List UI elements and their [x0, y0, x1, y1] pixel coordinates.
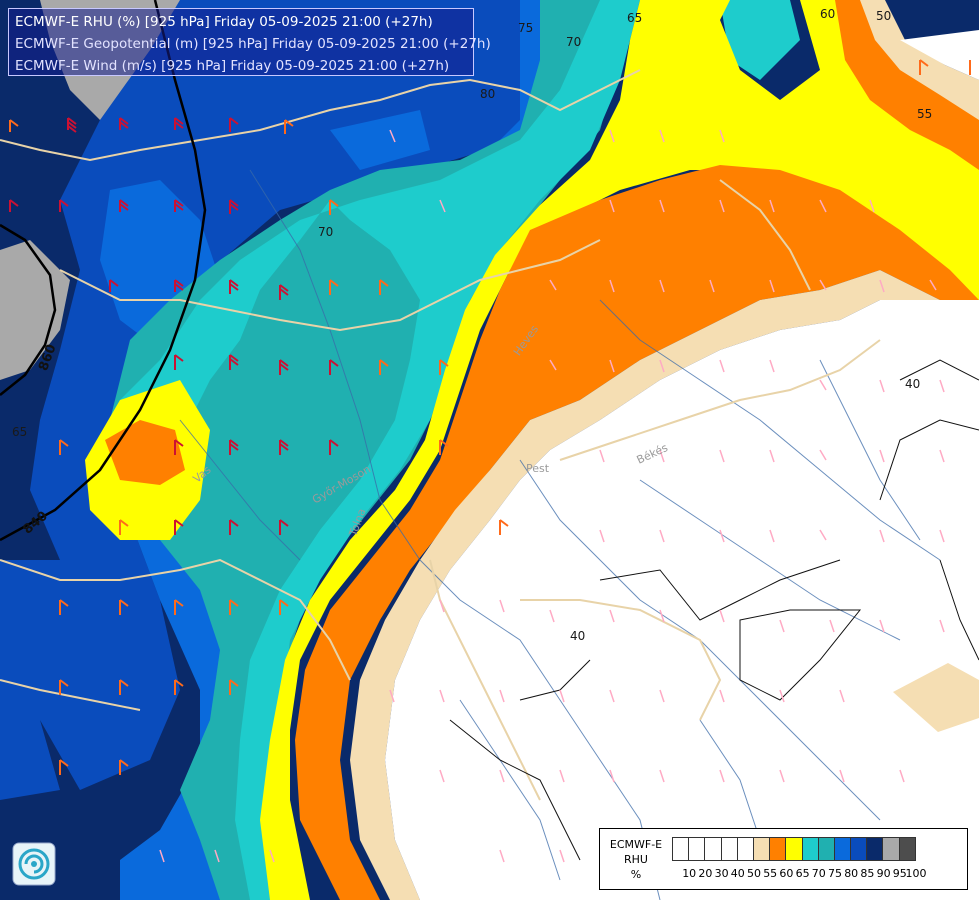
legend-tick-label: 85	[860, 867, 875, 880]
legend-tick-label: 40	[730, 867, 745, 880]
legend-tick-label: 55	[763, 867, 778, 880]
rh-band-95	[0, 240, 70, 380]
legend-tick-label: 75	[828, 867, 842, 880]
title-line-geopotential: ECMWF-E Geopotential (m) [925 hPa] Frida…	[15, 36, 491, 52]
legend-swatch	[898, 837, 916, 861]
legend-swatch	[866, 837, 884, 861]
legend-tick-label: 30	[714, 867, 729, 880]
title-line-wind: ECMWF-E Wind (m/s) [925 hPa] Friday 05-0…	[15, 58, 450, 74]
color-legend: ECMWF-E RHU % 10 20 30 40 50 55 60 65 70 75 80 85 90…	[599, 828, 968, 890]
legend-swatch	[882, 837, 900, 861]
legend-title: ECMWF-E RHU %	[604, 837, 668, 882]
contour-label-rh: 70	[318, 225, 333, 239]
title-line-rhu: ECMWF-E RHU (%) [925 hPa] Friday 05-09-2…	[15, 14, 433, 30]
contour-label-rh: 55	[917, 107, 932, 121]
rh-band-70	[100, 0, 979, 900]
legend-swatch	[720, 837, 738, 861]
legend-swatch	[769, 837, 787, 861]
rh-band-below-50	[385, 30, 979, 900]
ecmwf-logo-icon	[12, 842, 56, 886]
legend-swatch	[704, 837, 722, 861]
legend-swatch	[850, 837, 868, 861]
legend-tick-label: 90	[876, 867, 891, 880]
legend-swatch	[688, 837, 706, 861]
legend-tick-label: 60	[779, 867, 794, 880]
legend-tick-label: 70	[811, 867, 826, 880]
legend-swatch	[736, 837, 754, 861]
place-label: Pest	[526, 462, 550, 475]
map-title-box: ECMWF-E RHU (%) [925 hPa] Friday 05-09-2…	[8, 8, 491, 76]
legend-unit: %	[630, 868, 642, 881]
rh-band-60	[105, 0, 979, 900]
legend-tick-label: 95	[892, 867, 907, 880]
legend-swatches	[672, 837, 916, 861]
legend-title-variable: RHU	[624, 853, 648, 866]
contour-label-rh: 75	[518, 21, 533, 35]
geopotential-contours	[0, 0, 207, 542]
legend-swatch	[672, 837, 690, 861]
contour-label-rh: 50	[876, 9, 891, 23]
contour-label-rh: 40	[570, 629, 585, 643]
legend-tick-label: 50	[747, 867, 761, 880]
wind-barbs	[9, 59, 971, 863]
contour-label-rh: 80	[480, 87, 495, 101]
legend-tick-label: 80	[844, 867, 859, 880]
legend-tick-label: 10	[682, 867, 697, 880]
contour-label-rh: 60	[820, 7, 835, 21]
legend-tick-label: 20	[698, 867, 713, 880]
legend-swatch	[801, 837, 819, 861]
legend-tick-label: 100	[905, 867, 927, 880]
legend-swatch	[752, 837, 771, 861]
legend-swatch	[785, 837, 803, 861]
rh-band-55	[893, 663, 979, 732]
legend-swatch	[817, 837, 835, 861]
rivers	[179, 169, 941, 900]
contour-label-rh: 70	[566, 35, 581, 49]
contour-label-rh: 40	[905, 377, 920, 391]
legend-swatch	[833, 837, 852, 861]
contour-label-rh: 65	[627, 11, 642, 25]
legend-ticks: 10 20 30 40 50 55 60 65 70 75 80 85 90 95 100	[672, 867, 968, 881]
contour-label-rh: 65	[12, 425, 27, 439]
legend-title-model: ECMWF-E	[609, 838, 663, 851]
legend-tick-label: 65	[795, 867, 810, 880]
